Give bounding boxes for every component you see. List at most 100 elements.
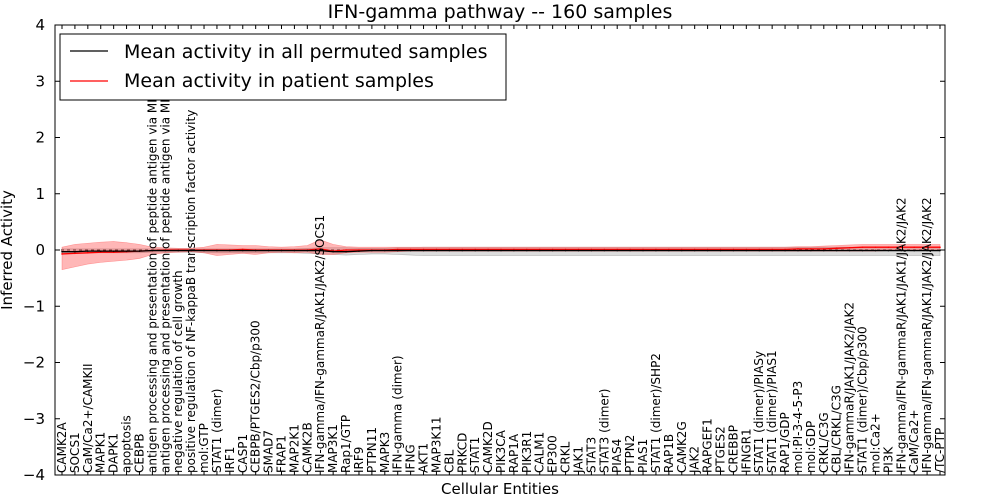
entity-label-7: antigen processing and presentation of p… bbox=[145, 44, 159, 473]
entity-label-67: IFN-gamma/IFN-gammaR/JAK1/JAK2/JAK2/JAK2 bbox=[920, 197, 934, 473]
entity-label-54: STAT1 (dimer)/PIASy bbox=[752, 351, 766, 473]
point-series-0-59 bbox=[822, 249, 825, 252]
ytick-label-7: 3 bbox=[35, 72, 45, 90]
point-series-0-53 bbox=[745, 249, 748, 252]
point-series-0-25 bbox=[383, 249, 386, 252]
point-series-1-27 bbox=[409, 248, 412, 251]
point-series-0-33 bbox=[487, 249, 489, 252]
point-series-0-10 bbox=[190, 249, 192, 252]
entity-label-30: CBL bbox=[442, 449, 456, 473]
entity-label-8: antigen processing and presentation of p… bbox=[158, 41, 172, 473]
point-series-0-46 bbox=[655, 249, 657, 252]
point-series-1-14 bbox=[241, 248, 244, 251]
entity-label-2: CaM/Ca2+/CAMKII bbox=[81, 364, 95, 473]
ytick-label-3: −1 bbox=[23, 297, 45, 315]
entity-label-9: negative regulation of cell growth bbox=[171, 270, 185, 473]
entity-label-59: CRKL/C3G bbox=[817, 412, 831, 473]
point-series-0-15 bbox=[254, 249, 257, 252]
entity-label-55: STAT1 (dimer)/PIAS1 bbox=[765, 350, 779, 473]
point-series-1-66 bbox=[913, 246, 915, 248]
entity-label-40: JAK1 bbox=[571, 446, 585, 474]
point-series-0-11 bbox=[203, 249, 205, 252]
ytick-label-4: 0 bbox=[35, 241, 45, 259]
entity-label-44: PTPN2 bbox=[623, 435, 637, 473]
point-series-0-6 bbox=[138, 250, 141, 252]
point-series-0-29 bbox=[435, 249, 438, 252]
point-series-1-4 bbox=[112, 251, 115, 254]
point-series-0-1 bbox=[74, 250, 76, 253]
point-series-0-17 bbox=[280, 249, 283, 252]
entity-label-27: IFNG bbox=[404, 444, 418, 473]
point-series-1-47 bbox=[668, 248, 670, 251]
point-series-0-62 bbox=[861, 249, 864, 252]
point-series-1-53 bbox=[745, 248, 748, 251]
point-series-1-28 bbox=[422, 248, 425, 251]
entity-label-68: /TC-PTP bbox=[933, 428, 947, 473]
point-series-0-52 bbox=[732, 249, 735, 252]
point-series-0-2 bbox=[87, 250, 89, 252]
entity-label-24: PTPN11 bbox=[365, 427, 379, 473]
entity-label-51: PTGES2 bbox=[714, 426, 728, 473]
point-series-0-14 bbox=[241, 249, 244, 252]
point-series-1-56 bbox=[784, 248, 786, 251]
entity-label-58: mol:GDP bbox=[804, 421, 818, 473]
point-series-1-55 bbox=[771, 248, 773, 251]
entity-label-29: MAP3K11 bbox=[429, 416, 443, 473]
point-series-1-54 bbox=[758, 248, 761, 251]
point-series-0-23 bbox=[358, 250, 360, 252]
x-axis-label: Cellular Entities bbox=[441, 480, 559, 498]
ytick-label-6: 2 bbox=[35, 129, 45, 147]
entity-label-14: CASP1 bbox=[236, 434, 250, 473]
point-series-1-3 bbox=[99, 251, 102, 254]
point-series-0-51 bbox=[719, 249, 722, 252]
point-series-0-45 bbox=[642, 249, 644, 252]
point-series-0-56 bbox=[784, 249, 786, 252]
entity-label-19: CAMK2B bbox=[300, 422, 314, 473]
point-series-1-26 bbox=[396, 248, 399, 251]
point-series-0-66 bbox=[913, 249, 915, 252]
point-series-1-43 bbox=[616, 248, 619, 251]
point-series-0-60 bbox=[835, 249, 838, 252]
entity-label-65: IFN-gamma/IFN-gammaR/JAK1/JAK1/JAK2/JAK2 bbox=[894, 197, 908, 473]
entity-label-52: CREBBP bbox=[726, 425, 740, 473]
entity-label-57: mol:PI-3-4-5-P3 bbox=[791, 381, 805, 473]
entity-label-53: IFNGR1 bbox=[739, 428, 753, 473]
point-series-1-0 bbox=[61, 253, 63, 255]
entity-label-43: PIAS4 bbox=[610, 439, 624, 473]
entity-label-5: apoptosis bbox=[120, 415, 134, 473]
point-series-0-31 bbox=[461, 249, 464, 252]
point-series-1-63 bbox=[874, 246, 877, 248]
point-series-1-40 bbox=[577, 248, 580, 251]
entity-label-28: AKT1 bbox=[417, 443, 431, 473]
point-series-1-2 bbox=[87, 252, 89, 254]
entity-label-42: STAT3 (dimer) bbox=[597, 389, 611, 473]
entity-label-45: PIAS1 bbox=[636, 439, 650, 473]
point-series-0-36 bbox=[526, 249, 528, 252]
entity-label-41: STAT3 bbox=[584, 437, 598, 473]
point-series-0-12 bbox=[216, 249, 218, 252]
point-series-0-21 bbox=[332, 250, 334, 253]
entity-label-26: IFN-gamma (dimer) bbox=[391, 355, 405, 473]
point-series-0-27 bbox=[409, 249, 412, 252]
point-series-1-44 bbox=[629, 248, 631, 251]
point-series-1-32 bbox=[474, 248, 476, 251]
point-series-0-19 bbox=[306, 249, 309, 252]
point-series-0-64 bbox=[887, 249, 890, 252]
entity-label-15: CEBPB/PTGES2/Cbp/p300 bbox=[249, 320, 263, 473]
point-series-1-38 bbox=[551, 248, 554, 251]
point-series-0-18 bbox=[293, 249, 296, 252]
point-series-0-55 bbox=[771, 249, 773, 252]
entity-label-4: DAPK1 bbox=[107, 433, 121, 473]
point-series-0-40 bbox=[577, 249, 580, 252]
point-series-0-32 bbox=[474, 249, 476, 252]
entity-label-47: RAP1B bbox=[662, 434, 676, 473]
point-series-0-39 bbox=[564, 249, 567, 252]
point-series-0-0 bbox=[61, 250, 63, 253]
point-series-0-63 bbox=[874, 249, 877, 252]
point-series-1-37 bbox=[538, 248, 541, 251]
entity-label-13: IRF1 bbox=[223, 447, 237, 473]
y-axis-label: Inferred Activity bbox=[0, 190, 16, 310]
entity-label-56: RAP1/GDP bbox=[778, 412, 792, 473]
ytick-label-5: 1 bbox=[35, 185, 45, 203]
point-series-0-41 bbox=[590, 249, 593, 252]
